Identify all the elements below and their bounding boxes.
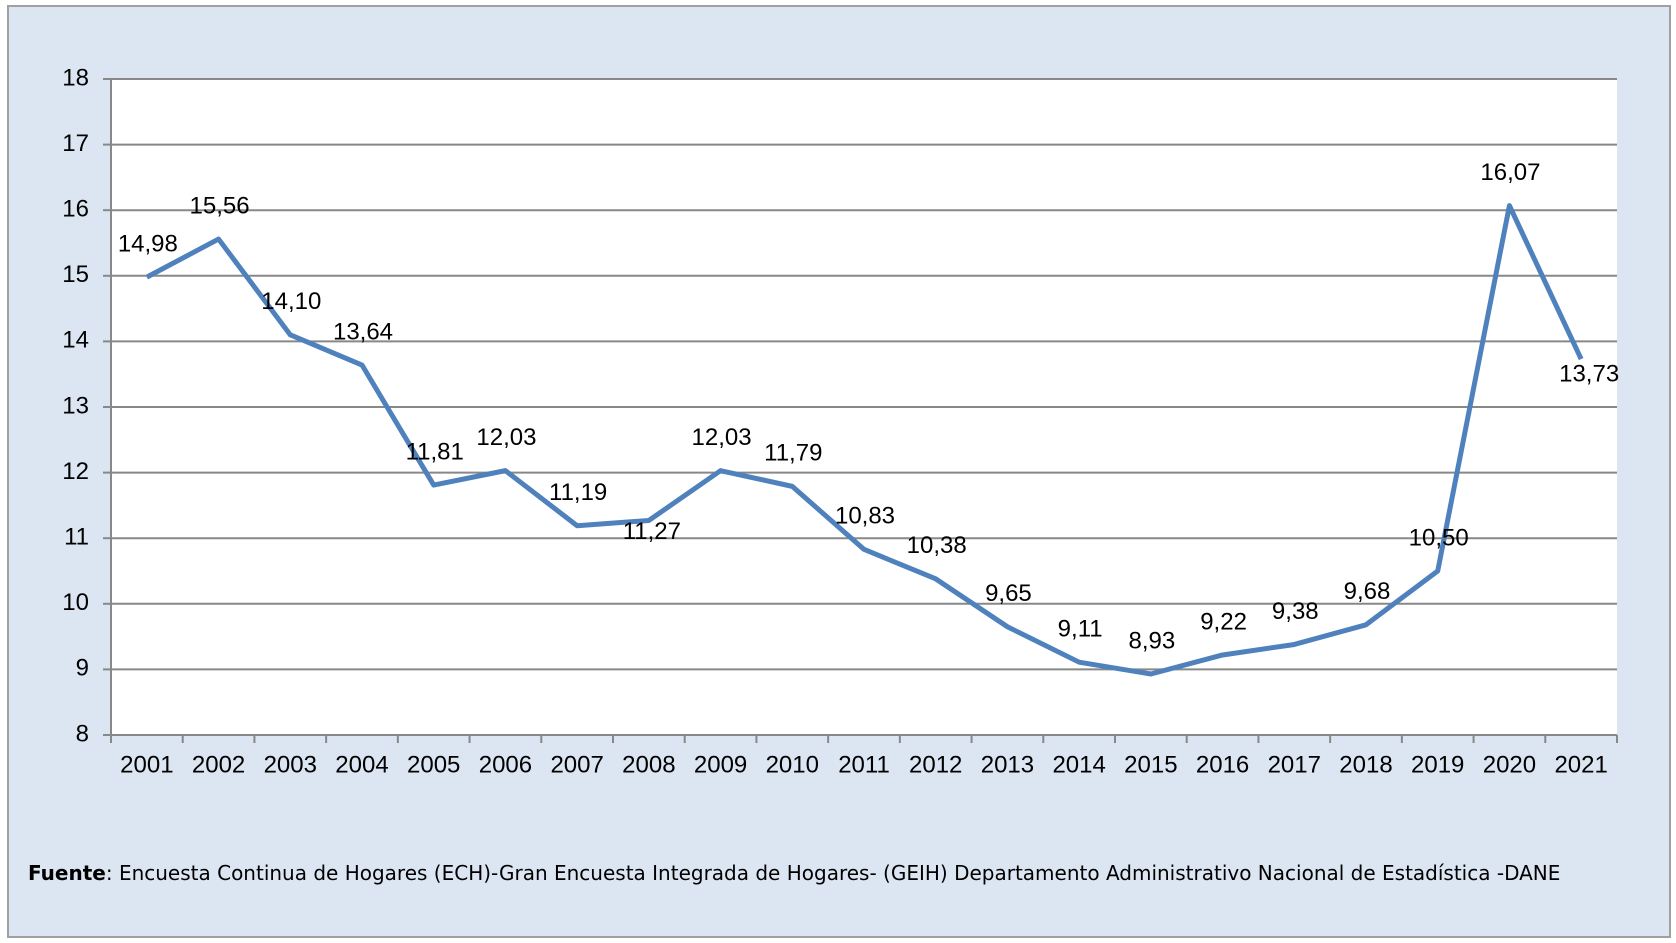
x-tick-label: 2002 <box>192 751 245 778</box>
data-label: 10,38 <box>907 532 967 559</box>
data-label: 11,81 <box>406 438 464 465</box>
data-label: 9,11 <box>1058 616 1103 643</box>
x-tick-label: 2014 <box>1052 751 1105 778</box>
x-tick-label: 2021 <box>1554 751 1607 778</box>
x-tick-label: 2001 <box>120 751 173 778</box>
data-label: 11,79 <box>764 440 822 467</box>
y-tick-label: 11 <box>64 524 89 551</box>
data-label: 10,50 <box>1409 524 1469 551</box>
data-label: 10,83 <box>835 503 895 530</box>
source: Fuente: Encuesta Continua de Hogares (EC… <box>28 861 1560 885</box>
data-label: 11,27 <box>623 518 681 545</box>
data-label: 14,10 <box>261 288 321 315</box>
y-tick-label: 13 <box>62 392 89 419</box>
data-label: 12,03 <box>692 424 752 451</box>
x-tick-label: 2007 <box>550 751 603 778</box>
data-label: 9,22 <box>1200 608 1247 635</box>
x-tick-label: 2017 <box>1268 751 1321 778</box>
x-tick-label: 2003 <box>264 751 317 778</box>
data-label: 13,73 <box>1559 360 1619 387</box>
y-tick-label: 9 <box>76 655 89 682</box>
x-tick-label: 2005 <box>407 751 460 778</box>
x-tick-label: 2012 <box>909 751 962 778</box>
x-tick-label: 2013 <box>981 751 1034 778</box>
data-label: 13,64 <box>333 318 393 345</box>
x-tick-label: 2008 <box>622 751 675 778</box>
line <box>145 203 1584 677</box>
y-tick-label: 18 <box>62 64 89 91</box>
data-label: 11,19 <box>549 479 607 506</box>
x-tick-label: 2004 <box>335 751 388 778</box>
x-tick-label: 2009 <box>694 751 747 778</box>
y-tick-label: 14 <box>62 327 89 354</box>
x-tick-label: 2015 <box>1124 751 1177 778</box>
x-tick-label: 2010 <box>766 751 819 778</box>
y-tick-label: 12 <box>62 458 89 485</box>
data-label: 8,93 <box>1128 627 1175 654</box>
y-tick-label: 8 <box>76 720 89 747</box>
x-tick-label: 2016 <box>1196 751 1249 778</box>
y-tick-label: 10 <box>62 589 89 616</box>
x-tick-label: 2020 <box>1483 751 1536 778</box>
data-label: 9,38 <box>1272 598 1319 625</box>
y-tick-label: 17 <box>62 130 89 157</box>
data-label: 16,07 <box>1480 159 1540 186</box>
data-label: 12,03 <box>476 424 536 451</box>
data-label: 14,98 <box>118 230 178 257</box>
data-label: 15,56 <box>190 192 250 219</box>
data-label: 9,68 <box>1344 578 1391 605</box>
source-label: Fuente <box>28 861 106 885</box>
data-label: 9,65 <box>985 580 1032 607</box>
y-tick-label: 15 <box>62 261 89 288</box>
x-tick-label: 2019 <box>1411 751 1464 778</box>
source-text: : Encuesta Continua de Hogares (ECH)-Gra… <box>106 861 1561 885</box>
y-tick-label: 16 <box>62 196 89 223</box>
x-tick-label: 2018 <box>1339 751 1392 778</box>
x-tick-label: 2006 <box>479 751 532 778</box>
x-tick-label: 2011 <box>838 751 890 778</box>
